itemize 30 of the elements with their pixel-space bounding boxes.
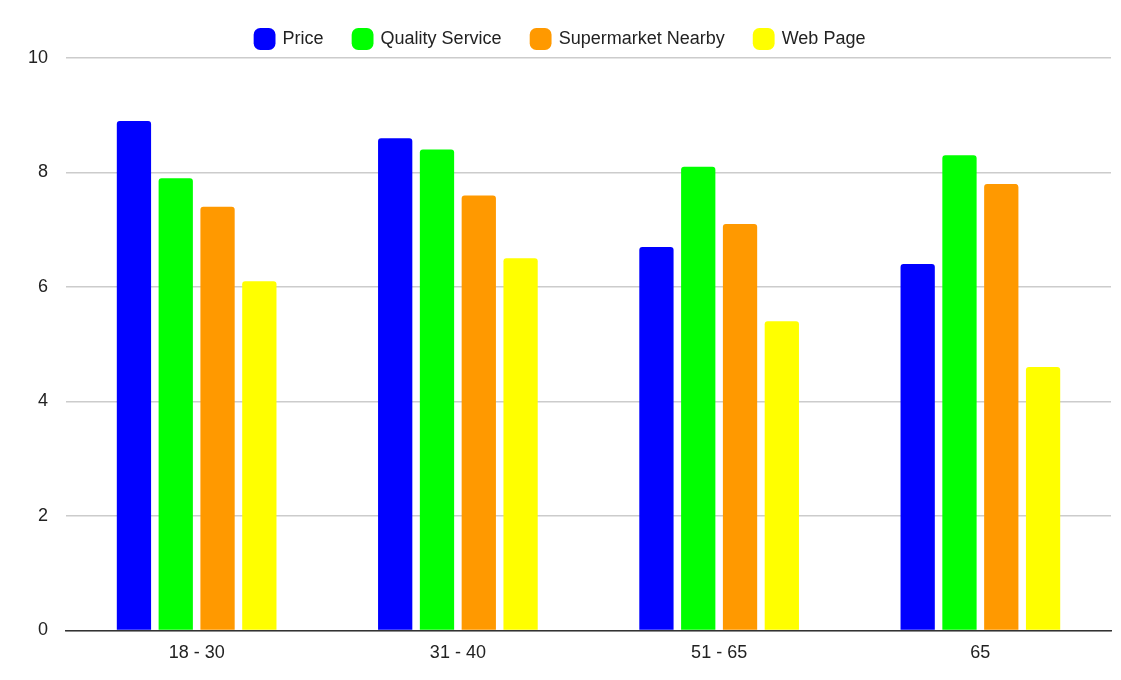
bar xyxy=(681,166,716,630)
legend-label: Supermarket Nearby xyxy=(558,27,725,48)
bar xyxy=(378,138,413,630)
y-tick-label: 6 xyxy=(38,275,49,296)
bar xyxy=(1025,367,1061,630)
bar xyxy=(116,120,152,630)
bar xyxy=(722,224,758,630)
legend-label: Price xyxy=(282,27,324,48)
x-tick-label: 51 - 65 xyxy=(691,642,748,663)
bar xyxy=(503,258,538,630)
bar xyxy=(639,246,674,630)
y-tick-label: 8 xyxy=(38,161,49,182)
y-tick-label: 0 xyxy=(38,619,49,640)
legend-label: Web Page xyxy=(781,27,866,48)
x-tick-label: 31 - 40 xyxy=(429,642,486,663)
x-tick-label: 65 xyxy=(970,642,991,663)
bar xyxy=(419,149,455,630)
y-tick-label: 4 xyxy=(38,390,49,411)
bar xyxy=(942,155,977,630)
bar xyxy=(984,183,1019,630)
bar xyxy=(764,321,799,630)
bar xyxy=(461,195,496,630)
x-tick-label: 18 - 30 xyxy=(168,642,225,663)
y-tick-label: 10 xyxy=(27,46,49,67)
y-tick-label: 2 xyxy=(38,504,49,525)
bar xyxy=(242,281,277,630)
legend-label: Quality Service xyxy=(380,27,502,48)
bar xyxy=(158,178,193,630)
bar xyxy=(200,206,235,630)
bar xyxy=(900,264,935,630)
